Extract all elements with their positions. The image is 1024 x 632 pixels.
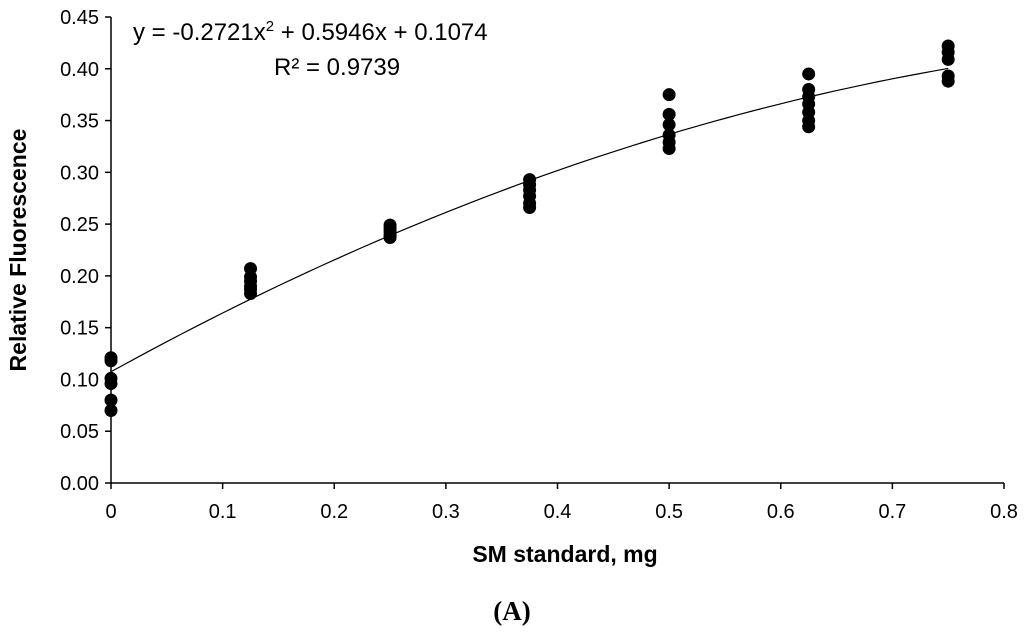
trendline-equation: y = -0.2721x2 + 0.5946x + 0.1074 (133, 18, 488, 46)
x-tick-label: 0.8 (990, 501, 1018, 523)
equation-lhs: y = -0.2721x (133, 19, 266, 46)
x-tick-label: 0.1 (209, 501, 237, 523)
data-point (104, 393, 118, 407)
y-ticks: 0.00 0.05 0.10 0.15 0.20 0.25 0.30 0.35 0.40 0.45 (60, 7, 111, 495)
panel-label: (A) (493, 596, 530, 626)
data-point (662, 118, 676, 132)
equation-exponent: 2 (266, 18, 274, 35)
x-tick-label: 0.5 (655, 501, 683, 523)
data-point (104, 377, 118, 391)
trendline (110, 67, 949, 373)
data-point (941, 52, 955, 66)
y-tick-label: 0.30 (60, 162, 99, 184)
data-point (383, 231, 397, 245)
x-tick-label: 0.2 (320, 501, 348, 523)
y-tick-label: 0.25 (60, 214, 99, 236)
y-tick-label: 0.35 (60, 111, 99, 133)
data-point (662, 142, 676, 156)
data-point (104, 404, 118, 418)
data-point (662, 107, 676, 121)
data-point (662, 88, 676, 102)
x-tick-label: 0.4 (544, 501, 572, 523)
data-points (104, 39, 955, 418)
equation-rhs: + 0.5946x + 0.1074 (274, 19, 488, 46)
y-axis-title: Relative Fluorescence (5, 129, 31, 372)
y-tick-label: 0.10 (60, 369, 99, 391)
y-tick-label: 0.15 (60, 318, 99, 340)
y-tick-label: 0.40 (60, 59, 99, 81)
y-tick-label: 0.20 (60, 266, 99, 288)
x-tick-label: 0.3 (432, 501, 460, 523)
data-point (802, 120, 816, 134)
x-tick-label: 0 (105, 501, 116, 523)
r-squared: R² = 0.9739 (274, 54, 400, 81)
data-point (104, 354, 118, 368)
x-axis-title: SM standard, mg (472, 541, 657, 567)
data-point (802, 67, 816, 81)
y-tick-label: 0.05 (60, 421, 99, 443)
y-tick-label: 0.00 (60, 473, 99, 495)
data-point (244, 286, 258, 300)
x-tick-label: 0.7 (878, 501, 906, 523)
data-point (941, 74, 955, 88)
data-point (523, 201, 537, 215)
x-ticks: 0 0.1 0.2 0.3 0.4 0.5 0.6 0.7 0.8 (105, 483, 1018, 523)
x-tick-label: 0.6 (767, 501, 795, 523)
y-tick-label: 0.45 (60, 7, 99, 29)
